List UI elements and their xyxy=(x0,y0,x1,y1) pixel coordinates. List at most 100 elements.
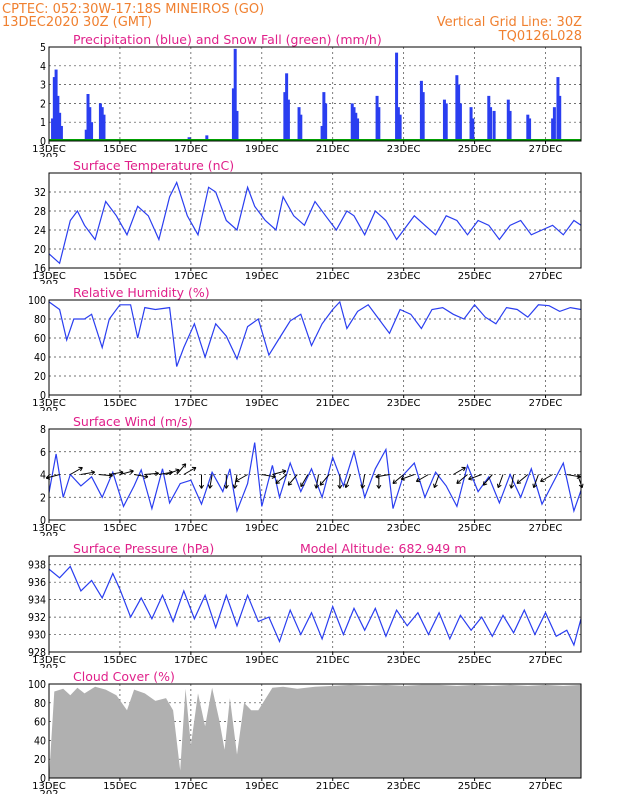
wind-arrow xyxy=(392,474,404,484)
y-tick-label: 928 xyxy=(28,647,46,659)
precip-bar xyxy=(457,84,461,141)
x-year-label: 202 xyxy=(39,531,58,542)
precip-bar xyxy=(350,103,354,141)
precip-bar xyxy=(528,118,532,141)
header-model: TQ0126L028 xyxy=(498,29,582,44)
wind-arrow xyxy=(314,474,320,489)
wind-arrow xyxy=(453,466,466,475)
pressure-panel: 928 930 932 934 936 938 13DEC 15DEC 17DEC 19DEC 21… xyxy=(28,541,582,674)
x-tick-label: 21DEC xyxy=(316,144,350,155)
precip-bar xyxy=(469,107,473,141)
precip-bar xyxy=(283,92,287,141)
precip-bar xyxy=(396,107,400,141)
precip-bar xyxy=(506,99,510,141)
wind-arrow xyxy=(207,474,213,489)
x-tick-label: 13DEC xyxy=(32,271,66,282)
wind-arrow xyxy=(456,474,468,484)
wind-arrow xyxy=(183,466,197,475)
wind-arrow xyxy=(375,473,390,479)
x-tick-label: 15DEC xyxy=(103,523,137,534)
precip-bar xyxy=(419,80,423,141)
precip-bar xyxy=(398,114,402,141)
y-tick-label: 40 xyxy=(34,735,46,747)
x-tick-label: 27DEC xyxy=(529,523,563,534)
wind-arrow xyxy=(433,474,440,489)
x-tick-label: 25DEC xyxy=(458,271,492,282)
y-tick-label: 20 xyxy=(34,244,46,256)
x-tick-label: 21DEC xyxy=(316,523,350,534)
wind-arrow xyxy=(337,474,343,489)
wind-arrow xyxy=(344,474,351,489)
precip-bar xyxy=(526,114,530,141)
y-tick-label: 2 xyxy=(40,98,46,110)
wind-arrow xyxy=(119,469,134,475)
plot-frame xyxy=(48,172,582,269)
x-tick-label: 13DEC xyxy=(32,523,66,534)
x-tick-label: 17DEC xyxy=(174,144,208,155)
precip-bar xyxy=(51,118,55,141)
precip-bar xyxy=(56,95,60,141)
y-tick-label: 4 xyxy=(40,470,46,482)
y-tick-label: 932 xyxy=(28,612,46,624)
precip-bar xyxy=(421,92,425,141)
y-tick-label: 16 xyxy=(34,263,46,275)
wind-arrow xyxy=(415,474,429,483)
x-tick-label: 15DEC xyxy=(103,144,137,155)
plot-frame xyxy=(48,46,582,142)
plot-frame xyxy=(48,428,582,521)
header-grid-note: Vertical Grid Line: 30Z xyxy=(437,15,582,30)
precip-bar xyxy=(324,103,328,141)
x-tick-label: 21DEC xyxy=(316,781,350,792)
x-tick-label: 23DEC xyxy=(387,523,421,534)
x-tick-label: 19DEC xyxy=(245,271,279,282)
y-tick-label: 20 xyxy=(34,371,46,383)
precip-bar xyxy=(556,77,560,141)
y-tick-label: 24 xyxy=(34,225,46,237)
y-tick-label: 936 xyxy=(28,577,46,589)
x-tick-label: 17DEC xyxy=(174,655,208,666)
wind-panel: 0 2 4 6 8 13DEC 15DEC 17DEC 19DEC 21DEC 23DEC 25DEC… xyxy=(32,414,584,542)
wind-arrow xyxy=(287,474,298,486)
humidity-series-line xyxy=(48,300,582,367)
pressure-series-line xyxy=(48,565,582,647)
precip-bar xyxy=(102,114,106,141)
precip-bar xyxy=(285,73,289,141)
x-year-label: 202 xyxy=(39,663,58,674)
precip-bar xyxy=(458,103,462,141)
y-tick-label: 0 xyxy=(40,515,46,527)
precip-bar xyxy=(356,118,360,141)
plot-frame xyxy=(48,299,582,396)
precip-bar xyxy=(455,75,459,141)
y-tick-label: 0 xyxy=(40,390,46,402)
x-tick-label: 21DEC xyxy=(316,398,350,409)
precip-bar xyxy=(297,107,301,141)
y-tick-label: 2 xyxy=(40,492,46,504)
precip-bar xyxy=(489,107,493,141)
precip-bar xyxy=(442,99,446,141)
y-tick-label: 5 xyxy=(40,42,46,54)
x-tick-label: 21DEC xyxy=(316,655,350,666)
x-tick-label: 17DEC xyxy=(174,398,208,409)
temperature-series-line xyxy=(48,180,582,265)
y-tick-label: 80 xyxy=(34,314,46,326)
wind-arrow xyxy=(275,474,287,484)
precipitation-title: Precipitation (blue) and Snow Fall (gree… xyxy=(73,32,382,47)
precip-bar xyxy=(322,92,326,141)
y-tick-label: 4 xyxy=(40,61,46,73)
wind-arrow xyxy=(509,474,515,489)
x-tick-label: 15DEC xyxy=(103,398,137,409)
pressure-title: Surface Pressure (hPa) xyxy=(73,541,214,556)
cloud-title: Cloud Cover (%) xyxy=(73,669,175,684)
model-altitude-label: Model Altitude: 682.949 m xyxy=(300,541,466,556)
x-tick-label: 15DEC xyxy=(103,655,137,666)
wind-arrow xyxy=(272,469,287,475)
wind-arrow xyxy=(300,474,309,488)
wind-arrow xyxy=(468,474,482,481)
precip-bar xyxy=(471,118,475,141)
x-tick-label: 17DEC xyxy=(174,271,208,282)
y-tick-label: 100 xyxy=(28,295,46,307)
precip-bar xyxy=(377,107,381,141)
wind-arrow xyxy=(70,466,83,475)
x-tick-label: 25DEC xyxy=(458,523,492,534)
